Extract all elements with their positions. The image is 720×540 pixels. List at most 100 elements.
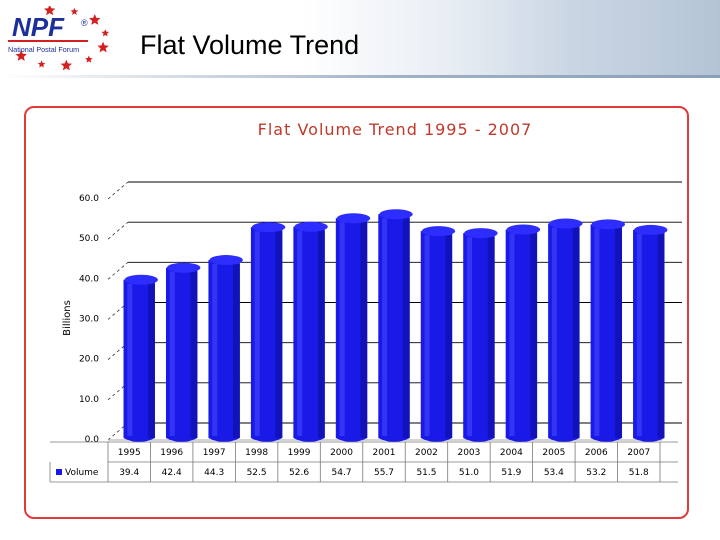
gridline-depth — [107, 262, 129, 280]
star-icon — [85, 55, 93, 63]
gridline-depth — [107, 302, 129, 320]
star-icon — [15, 50, 27, 61]
data-label: 51.9 — [501, 468, 521, 478]
bar-highlight — [466, 237, 473, 436]
bar — [463, 228, 498, 442]
star-icon — [60, 59, 73, 70]
bar-shade — [360, 222, 368, 438]
bar-top — [464, 228, 498, 239]
bar-highlight — [509, 233, 515, 436]
gridline-depth — [107, 342, 129, 360]
bar-highlight — [339, 222, 345, 436]
data-table: 1995 39.4 1996 42.4 1997 44.3 1998 52.5 1999 52.6… — [49, 441, 678, 483]
bar-highlight — [254, 231, 260, 436]
x-tick-label: 2004 — [500, 448, 523, 458]
bar-shade — [487, 237, 495, 438]
star-icon — [43, 6, 56, 16]
x-tick-label: 2003 — [457, 448, 480, 458]
bar — [250, 222, 286, 442]
npf-logo: NPF ® National Postal Forum — [8, 6, 110, 70]
bar — [590, 219, 626, 442]
bar-highlight — [212, 264, 218, 436]
y-axis-label: Billions — [62, 300, 73, 336]
star-icon — [89, 14, 101, 25]
bar-top — [209, 255, 243, 266]
x-tick-label: 1998 — [245, 448, 268, 458]
bar-shade — [190, 271, 198, 438]
star-ring-icon — [15, 6, 110, 70]
bar-top — [294, 221, 328, 232]
header-band — [0, 0, 720, 78]
bar — [505, 224, 541, 442]
bar-highlight — [297, 230, 303, 436]
star-icon — [97, 41, 109, 53]
bar-top — [166, 262, 201, 273]
logo-text: NPF — [12, 12, 65, 42]
bar-shade — [402, 218, 410, 438]
logo-subtitle: National Postal Forum — [8, 45, 79, 54]
data-label: 54.7 — [332, 468, 352, 478]
bar-top — [506, 224, 541, 235]
bar-shade — [615, 228, 623, 438]
bar-top — [379, 209, 413, 220]
y-tick-label: 60.0 — [79, 194, 99, 204]
bar-highlight — [636, 233, 642, 436]
bar-top — [421, 226, 456, 237]
x-tick-label: 1995 — [118, 448, 141, 458]
x-tick-label: 2005 — [542, 448, 565, 458]
bar-shade — [148, 283, 155, 438]
x-tick-label: 2002 — [415, 448, 438, 458]
bar — [335, 213, 371, 442]
bar-highlight — [382, 218, 388, 436]
bar-highlight — [551, 227, 557, 436]
star-icon — [101, 29, 110, 37]
y-tick-label: 20.0 — [79, 355, 99, 365]
bar-top — [124, 274, 158, 285]
gridline-depth — [107, 221, 129, 240]
data-label: 44.3 — [204, 468, 224, 478]
bar — [293, 221, 328, 442]
x-tick-label: 2007 — [627, 448, 650, 458]
bar-shade — [275, 231, 283, 438]
bar — [420, 226, 456, 442]
star-icon — [37, 60, 46, 68]
chart-title: Flat Volume Trend 1995 - 2007 — [258, 120, 533, 139]
x-tick-label: 1999 — [288, 448, 311, 458]
bar — [165, 262, 201, 442]
y-tick-layer: 0.0 10.0 20.0 30.0 40.0 50.0 60.0 — [79, 194, 99, 445]
data-label: 51.0 — [459, 468, 479, 478]
x-tick-label: 2000 — [330, 448, 353, 458]
data-label: 52.5 — [247, 468, 267, 478]
x-tick-label: 1997 — [203, 448, 226, 458]
bar-shade — [572, 227, 580, 438]
bar-top — [336, 213, 371, 224]
data-label: 51.5 — [416, 468, 436, 478]
data-label: 53.2 — [586, 468, 606, 478]
bar — [208, 255, 243, 442]
data-label: 39.4 — [119, 468, 139, 478]
bar-highlight — [594, 228, 600, 436]
slide-title: Flat Volume Trend — [140, 30, 360, 60]
bar — [548, 218, 583, 442]
bar-shade — [657, 233, 665, 438]
data-label: 53.4 — [544, 468, 564, 478]
bar — [123, 274, 158, 442]
bar-shade — [232, 264, 240, 438]
bar-top — [251, 222, 286, 233]
data-label: 52.6 — [289, 468, 309, 478]
y-tick-label: 10.0 — [79, 395, 99, 405]
bar — [378, 209, 413, 442]
bar-shade — [530, 233, 538, 438]
bar-shade — [445, 235, 453, 438]
bar-top — [591, 219, 626, 230]
y-tick-label: 40.0 — [79, 274, 99, 284]
gridline-depth — [107, 382, 129, 401]
bar-highlight — [424, 235, 430, 436]
bar-highlight — [127, 283, 133, 436]
x-tick-label: 2006 — [585, 448, 608, 458]
bar-top — [634, 224, 668, 235]
legend-label: Volume — [65, 468, 99, 478]
legend-swatch — [56, 469, 62, 475]
x-tick-label: 2001 — [373, 448, 396, 458]
